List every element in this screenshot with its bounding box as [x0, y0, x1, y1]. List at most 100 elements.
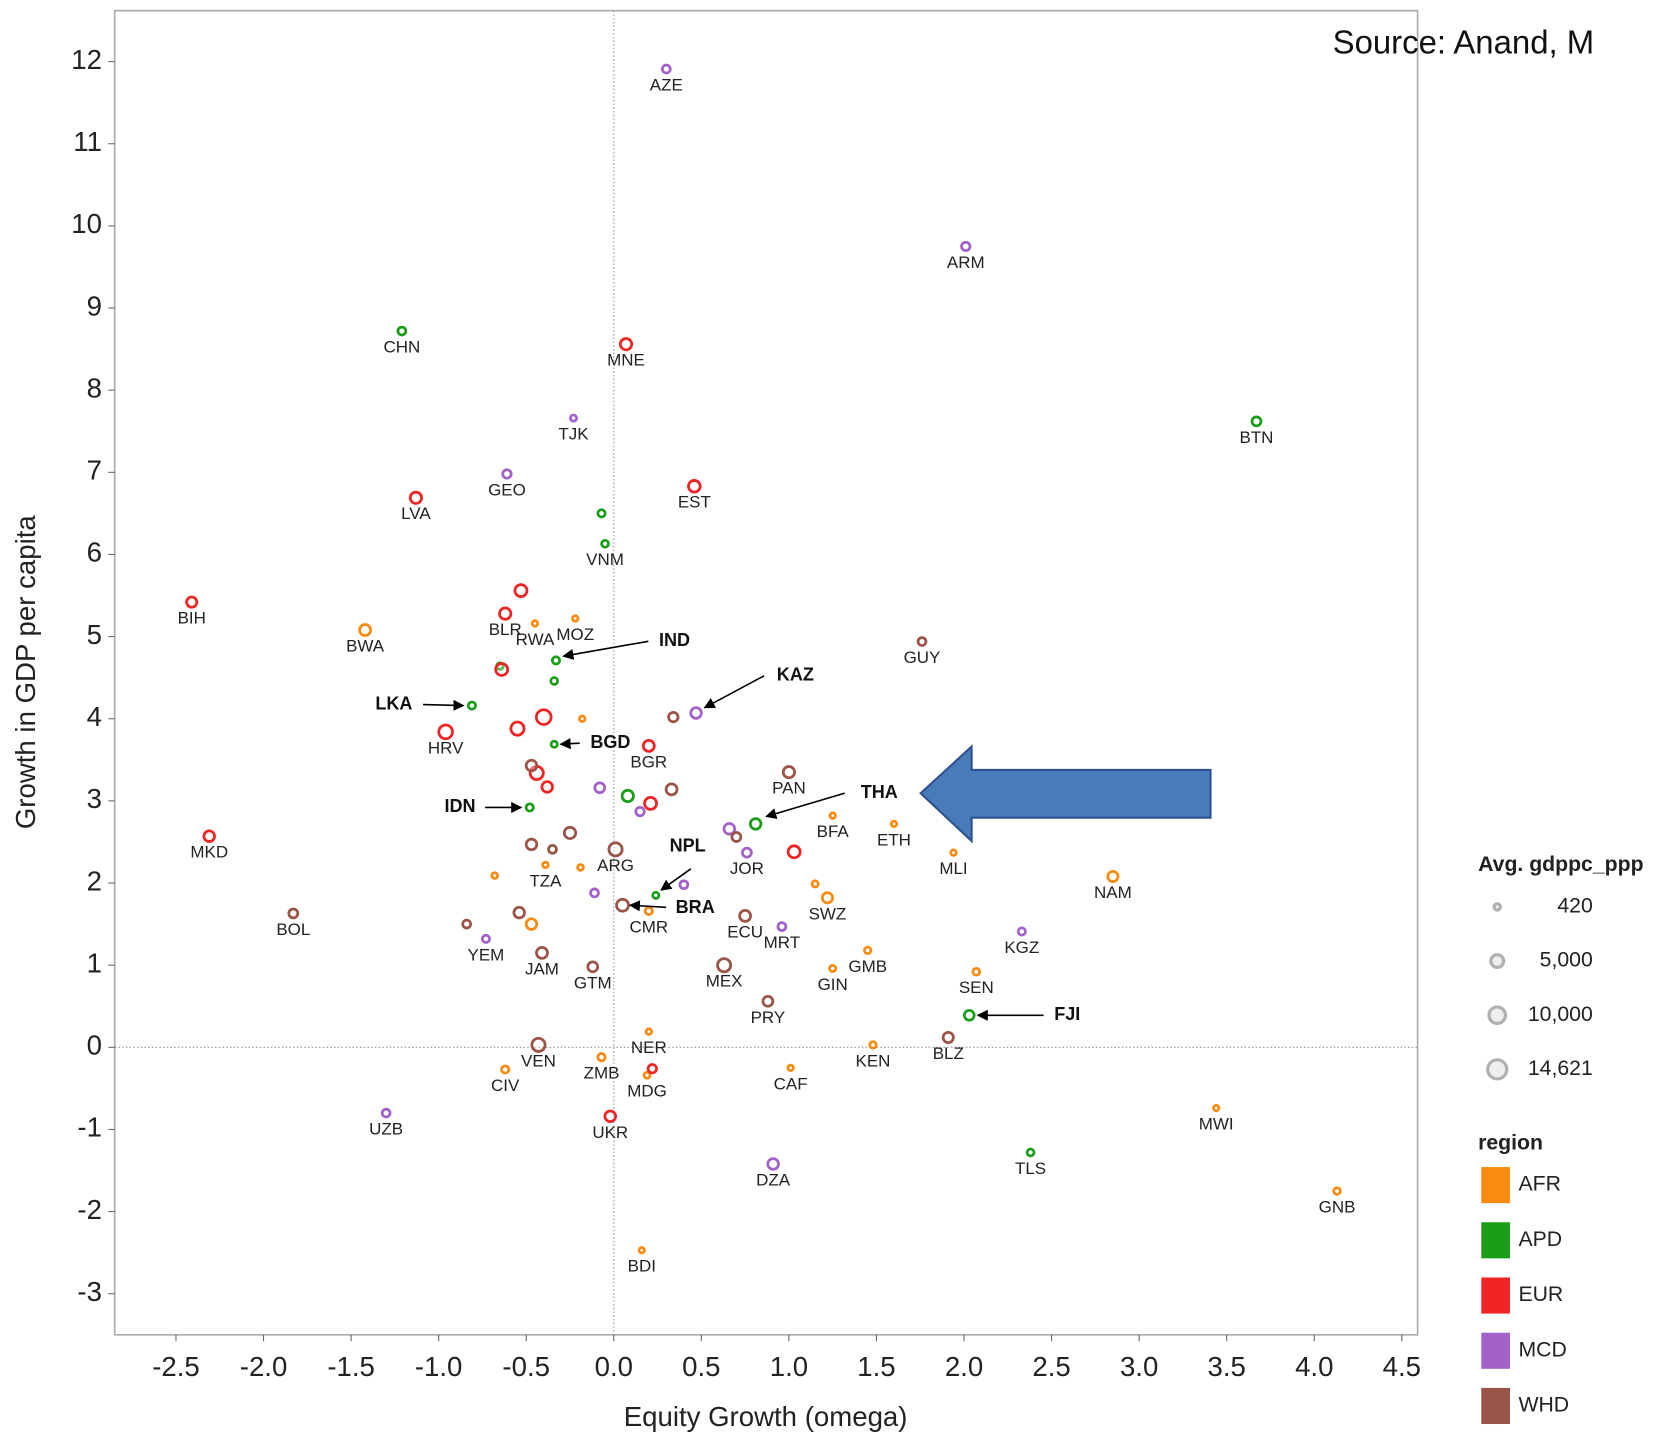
point-label: NAM [1094, 883, 1132, 902]
point-label: BFA [817, 822, 850, 841]
legend-label: WHD [1518, 1394, 1569, 1417]
y-tick-label: 10 [71, 208, 102, 239]
point-label: GIN [818, 975, 848, 994]
point [646, 1063, 658, 1075]
legend-swatch [1481, 1167, 1510, 1204]
point [741, 846, 753, 859]
point [722, 822, 737, 836]
point-label: ECU [727, 922, 763, 941]
point [498, 606, 513, 621]
point-label: MLI [939, 859, 967, 878]
point [541, 860, 550, 870]
annotation-arrow [765, 792, 846, 819]
point [596, 508, 607, 519]
point [501, 468, 513, 480]
point-label: MOZ [556, 625, 594, 644]
point [540, 780, 554, 794]
point-label: JAM [525, 959, 559, 978]
point [641, 738, 656, 753]
point-label: EST [678, 493, 711, 512]
point [562, 825, 578, 840]
size-legend-marker [1487, 1005, 1508, 1026]
point [530, 619, 540, 628]
annotation-arrow [423, 699, 465, 711]
point [578, 714, 587, 723]
point [534, 708, 553, 726]
point [576, 863, 585, 872]
point [689, 706, 703, 720]
y-tick-label: 1 [87, 947, 102, 978]
x-tick-label: 2.0 [945, 1351, 983, 1382]
x-tick-label: 1.5 [857, 1351, 895, 1382]
point-label: SWZ [809, 904, 847, 923]
point-label: YEM [468, 945, 505, 964]
point [687, 479, 702, 494]
point [490, 871, 499, 880]
point [716, 957, 733, 974]
point-label: PAN [772, 779, 806, 798]
point [512, 905, 526, 920]
point-label: BDI [628, 1257, 656, 1276]
point-label: GNB [1319, 1198, 1356, 1217]
point [586, 960, 600, 974]
point [437, 723, 454, 741]
y-tick-label: 3 [87, 783, 102, 814]
plot-area [113, 9, 1419, 1336]
point-label: MEX [706, 972, 743, 991]
point [766, 1157, 780, 1171]
point [667, 711, 680, 724]
point-label: GTM [574, 973, 612, 992]
point-label: MNE [607, 351, 645, 370]
point [916, 636, 928, 647]
point [1106, 869, 1120, 883]
point-label: TLS [1015, 1159, 1046, 1178]
point [185, 595, 199, 609]
point [1025, 1147, 1036, 1158]
x-tick-label: 4.0 [1295, 1351, 1333, 1382]
point [776, 921, 788, 932]
annotation-arrow [660, 868, 692, 891]
point [549, 676, 560, 686]
point-label: MKD [190, 843, 228, 862]
x-tick-label: 3.0 [1120, 1351, 1158, 1382]
point-label: BWA [346, 637, 385, 656]
point [287, 907, 300, 920]
point-label: ZMB [584, 1064, 620, 1083]
point [863, 945, 873, 956]
point-label: RWA [516, 630, 555, 649]
point [202, 829, 216, 843]
point [730, 831, 743, 843]
legend-label: AFR [1518, 1173, 1560, 1196]
point-label: DZA [756, 1170, 791, 1189]
point [664, 782, 679, 797]
y-tick-label: -3 [77, 1276, 102, 1307]
point [358, 623, 372, 637]
point-label: NER [631, 1038, 667, 1057]
y-tick-label: 2 [87, 865, 102, 896]
x-tick-label: 2.5 [1032, 1351, 1070, 1382]
y-tick-label: 7 [87, 455, 102, 486]
x-tick-label: 4.5 [1383, 1351, 1421, 1382]
x-tick-label: -0.5 [502, 1351, 550, 1382]
annotation-arrow [562, 640, 649, 660]
point [620, 788, 635, 804]
y-tick-label: -1 [77, 1112, 102, 1143]
y-tick-label: 4 [87, 701, 102, 732]
point [889, 819, 899, 828]
point [660, 63, 672, 75]
size-legend-title: Avg. gdppc_ppp [1478, 853, 1643, 876]
point-label: BLZ [933, 1044, 964, 1063]
point-label: UKR [592, 1123, 628, 1142]
legend-swatch [1481, 1277, 1510, 1314]
point [786, 1063, 795, 1073]
point-label: LVA [401, 504, 431, 523]
x-tick-label: -2.0 [240, 1351, 288, 1382]
point [603, 1109, 617, 1124]
y-axis-title: Growth in GDP per capita [10, 515, 41, 830]
point-label-emphasized: BGD [590, 732, 630, 752]
point [1332, 1186, 1342, 1196]
x-tick-label: 0.0 [595, 1351, 633, 1382]
point [761, 995, 775, 1008]
